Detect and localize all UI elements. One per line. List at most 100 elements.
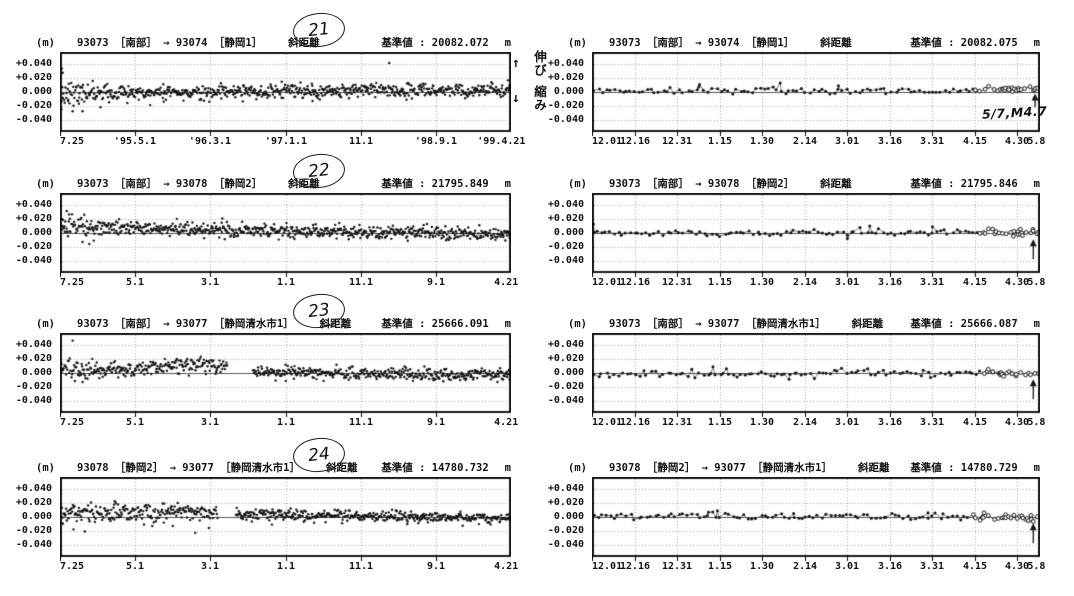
x-tick-label: '99.4.21 [477,136,526,147]
y-tick-label: 0.000 [553,227,584,238]
x-tick-label: '98.9.1 [414,136,458,147]
scatter-plot-canvas [592,52,1040,138]
x-tick-label: '96.3.1 [188,136,232,147]
down-arrow-icon: ↓ [512,91,520,106]
x-tick-label: 3.31 [919,417,945,428]
x-tick-label: 1.30 [749,136,775,147]
chart-header-23-right: (m) 93073 ［南部］ → 93077 ［静岡清水市1］ 斜距離 基準値 : 2… [537,316,1040,330]
y-tick-label: -0.040 [15,395,52,406]
x-tick-label: 12.01 [592,277,623,288]
y-tick-label: +0.020 [547,72,584,83]
x-tick-label: 4.15 [962,417,988,428]
y-tick-label: +0.040 [547,58,584,69]
chart-header-23-left: (m) 93073 ［南部］ → 93077 ［静岡清水市1］ 斜距離 基準値 : 2… [5,316,511,330]
reference-unit-label: m [504,178,511,190]
x-tick-label: 9.1 [426,417,446,428]
x-tick-label: 11.1 [348,136,374,147]
measure-type-label: 斜距離 [820,178,852,190]
y-tick-label: 0.000 [21,227,52,238]
extend-direction: ↑ 伸び [512,50,560,77]
x-tick-label: '97.1.1 [264,136,308,147]
y-tick-label: -0.020 [15,100,52,111]
y-tick-label: -0.020 [15,241,52,252]
chart-title: 93073 ［南部］ → 93074 ［静岡1］ [609,37,795,49]
reference-unit-label: m [1033,178,1040,190]
measure-type-label: 斜距離 [325,462,358,474]
x-tick-label: 12.31 [661,136,693,147]
y-axis-unit-label: (m) [568,318,587,330]
y-tick-label: -0.020 [15,381,52,392]
x-tick-label: 1.1 [276,417,296,428]
x-tick-label: 2.14 [792,277,818,288]
x-tick-label: 12.31 [661,277,693,288]
x-tick-label: 1.15 [707,561,733,572]
y-tick-label: +0.020 [15,72,52,83]
x-tick-label: 3.1 [200,277,220,288]
reference-value-label: 基準値 : 25666.087 [910,318,1018,330]
x-tick-label: 7.25 [60,561,85,572]
x-tick-label: 1.1 [276,277,296,288]
x-tick-label: 1.30 [749,561,775,572]
chart-title: 93073 ［南部］ → 93078 ［静岡2］ [77,178,263,190]
reference-value-label: 基準値 : 21795.846 [910,178,1018,190]
y-tick-label: 0.000 [21,367,52,378]
reference-unit-label: m [504,462,511,474]
y-axis-unit-label: (m) [36,462,55,474]
y-tick-label: -0.040 [547,114,584,125]
reference-value-label: 基準値 : 20082.072 [381,37,489,49]
x-tick-label: 5.8 [1027,136,1046,147]
x-tick-label: 4.30 [1004,136,1030,147]
x-tick-label: 5.8 [1027,417,1046,428]
y-tick-label: 0.000 [553,511,584,522]
reference-unit-label: m [1033,462,1040,474]
x-tick-label: 12.01 [592,417,623,428]
y-tick-label: -0.020 [547,525,584,536]
measure-type-label: 斜距離 [820,37,852,49]
x-tick-label: 4.30 [1004,277,1030,288]
y-axis-unit-label: (m) [36,37,55,49]
x-tick-label: 12.16 [619,561,651,572]
x-tick-label: 12.16 [619,277,651,288]
extend-label: 伸び [532,50,547,77]
y-tick-label: -0.020 [547,381,584,392]
y-tick-label: -0.040 [15,539,52,550]
x-tick-label: 5.1 [125,277,145,288]
chart-title: 93073 ［南部］ → 93074 ［静岡1］ [77,37,263,49]
reference-value-label: 基準値 : 14780.729 [910,462,1018,474]
up-arrow-icon: ↑ [512,56,520,71]
chart-title: 93073 ［南部］ → 93077 ［静岡清水市1］ [609,318,826,330]
chart-header-21-left: (m) 93073 ［南部］ → 93074 ［静岡1］ 斜距離 基準値 : 2008… [5,35,511,49]
y-axis-unit-label: (m) [568,37,587,49]
x-tick-label: 2.14 [792,561,818,572]
x-tick-label: 4.15 [962,561,988,572]
measure-type-label: 斜距離 [319,318,352,330]
reference-value-label: 基準値 : 20082.075 [910,37,1018,49]
x-tick-label: 9.1 [426,561,446,572]
y-tick-label: +0.040 [547,483,584,494]
x-tick-label: 4.21 [494,561,519,572]
reference-value-label: 基準値 : 14780.732 [381,462,489,474]
measure-type-label: 斜距離 [857,462,890,474]
reference-unit-label: m [504,318,511,330]
scatter-plot-canvas [60,477,511,563]
x-tick-label: 3.1 [200,417,220,428]
scatter-plot-canvas [60,193,511,279]
y-tick-label: +0.040 [15,339,52,350]
measure-type-label: 斜距離 [288,37,320,49]
y-tick-label: -0.040 [547,395,584,406]
y-tick-label: -0.020 [15,525,52,536]
x-tick-label: 2.14 [792,136,818,147]
y-tick-label: 0.000 [553,367,584,378]
chart-header-22-left: (m) 93073 ［南部］ → 93078 ［静岡2］ 斜距離 基準値 : 2179… [5,176,511,190]
y-tick-label: +0.020 [15,497,52,508]
y-axis-unit-label: (m) [568,462,587,474]
x-tick-label: 1.15 [707,277,733,288]
chart-title: 93073 ［南部］ → 93077 ［静岡清水市1］ [77,318,294,330]
x-tick-label: 3.31 [919,136,945,147]
chart-header-24-left: (m) 93078 ［静岡2］ → 93077 ［静岡清水市1］ 斜距離 基準値 : … [5,460,511,474]
x-tick-label: 1.15 [707,417,733,428]
x-tick-label: 5.8 [1027,277,1046,288]
x-tick-label: 3.31 [919,277,945,288]
x-tick-label: 1.15 [707,136,733,147]
chart-header-21-right: (m) 93073 ［南部］ → 93074 ［静岡1］ 斜距離 基準値 : 2008… [537,35,1040,49]
